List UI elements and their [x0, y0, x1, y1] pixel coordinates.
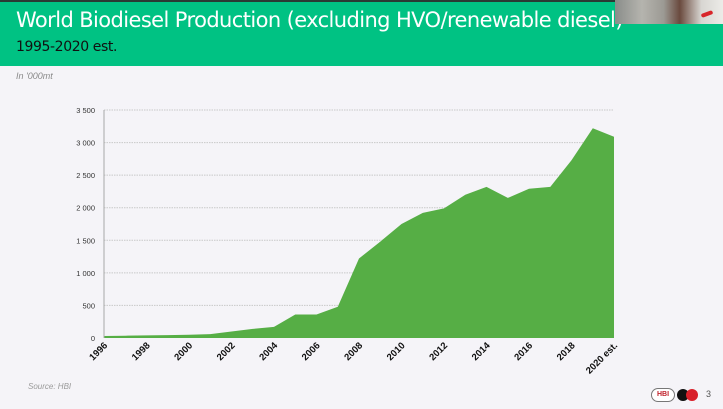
- y-tick-label: 3 500: [76, 106, 95, 115]
- x-tick-label: 1996: [87, 340, 110, 363]
- x-tick-label: 2016: [512, 340, 535, 363]
- page-number: 3: [706, 389, 712, 399]
- y-tick-label: 0: [91, 334, 95, 343]
- x-tick-label: 2014: [470, 340, 493, 363]
- x-tick-label: 2006: [300, 340, 323, 363]
- video-thumbnail[interactable]: [615, 0, 723, 24]
- y-tick-label: 2 000: [76, 204, 95, 213]
- area-fill: [104, 128, 614, 338]
- y-tick-label: 1 000: [76, 269, 95, 278]
- y-axis-ticks: 0 500 1 000 1 500 2 000 2 500 3 000 3 500: [76, 106, 95, 343]
- x-axis-ticks: 1996 1998 2000 2002 2004 2006 2008 2010 2012 2014…: [87, 340, 620, 377]
- x-tick-label: 2018: [555, 340, 578, 363]
- y-tick-label: 2 500: [76, 171, 95, 180]
- x-tick-label: 2012: [427, 340, 450, 363]
- slide-header: World Biodiesel Production (excluding HV…: [0, 2, 723, 66]
- top-border: [0, 0, 723, 2]
- y-tick-label: 1 500: [76, 236, 95, 245]
- brand-logo-icon: [677, 389, 699, 401]
- unit-label: In '000mt: [16, 71, 53, 81]
- slide-title: World Biodiesel Production (excluding HV…: [16, 8, 623, 32]
- y-tick-label: 500: [82, 301, 95, 310]
- x-tick-label: 2004: [257, 340, 280, 363]
- y-tick-label: 3 000: [76, 139, 95, 148]
- x-tick-label: 2020 est.: [584, 340, 620, 376]
- x-tick-label: 2000: [172, 340, 195, 363]
- x-tick-label: 2010: [385, 340, 408, 363]
- slide-subtitle: 1995-2020 est.: [16, 39, 118, 55]
- x-tick-label: 1998: [130, 340, 153, 363]
- x-tick-label: 2008: [342, 340, 365, 363]
- x-tick-label: 2002: [215, 340, 238, 363]
- area-series: [104, 128, 614, 338]
- hbi-logo: HBI: [651, 388, 675, 402]
- source-note: Source: HBI: [28, 382, 72, 391]
